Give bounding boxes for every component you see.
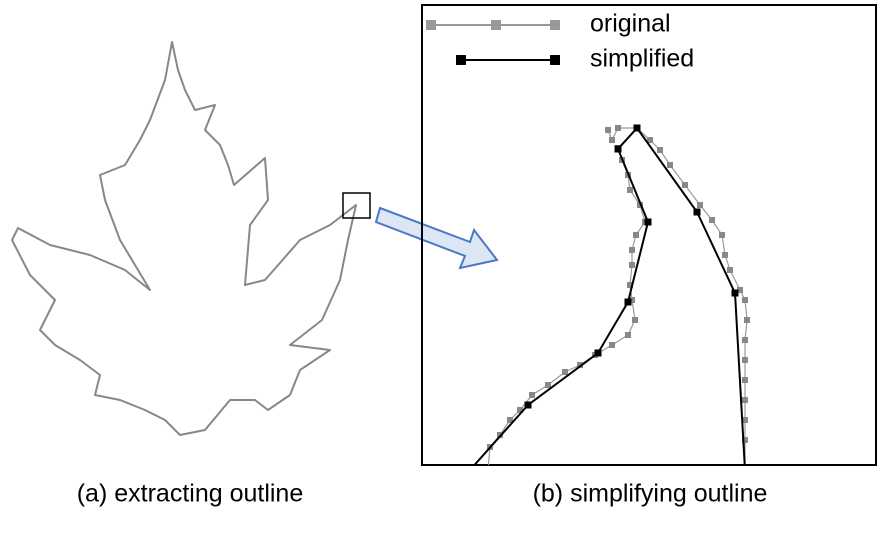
original-points	[485, 125, 750, 473]
zoomed-outline	[467, 125, 751, 474]
vertex	[742, 467, 749, 474]
legend-label: simplified	[590, 45, 694, 73]
original-line	[637, 128, 747, 470]
panel-frame	[422, 5, 876, 465]
vertex	[667, 162, 673, 168]
vertex	[615, 146, 622, 153]
vertex	[657, 147, 663, 153]
vertex	[485, 467, 491, 473]
vertex	[645, 219, 652, 226]
vertex	[697, 202, 703, 208]
vertex	[719, 232, 725, 238]
vertex	[629, 262, 635, 268]
legend-marker	[491, 20, 501, 30]
vertex	[529, 392, 535, 398]
vertex	[742, 377, 748, 383]
arrow	[376, 208, 497, 268]
legend-marker	[550, 20, 560, 30]
vertex	[609, 137, 615, 143]
vertex	[625, 299, 632, 306]
vertex	[722, 252, 728, 258]
vertex	[633, 232, 639, 238]
vertex	[694, 209, 701, 216]
vertex	[709, 217, 715, 223]
vertex	[727, 267, 733, 273]
vertex	[605, 127, 611, 133]
vertex	[595, 350, 602, 357]
vertex	[634, 125, 641, 132]
caption: (b) simplifying outline	[533, 480, 768, 508]
vertex	[629, 247, 635, 253]
caption: (a) extracting outline	[77, 480, 304, 508]
vertex	[732, 290, 739, 297]
vertex	[467, 467, 474, 474]
vertex	[545, 382, 551, 388]
vertex	[632, 317, 638, 323]
vertex	[742, 467, 748, 473]
vertex	[742, 297, 748, 303]
figure: original simplified (a) extracting outli…	[0, 0, 877, 533]
legend-label: original	[590, 10, 671, 38]
vertex	[742, 397, 748, 403]
vertex	[742, 357, 748, 363]
vertex	[744, 317, 750, 323]
vertex	[562, 369, 568, 375]
vertex	[609, 342, 615, 348]
vertex	[627, 187, 633, 193]
legend-marker	[550, 55, 560, 65]
vertex	[625, 332, 631, 338]
vertex	[742, 337, 748, 343]
vertex	[525, 402, 532, 409]
vertex	[615, 125, 621, 131]
legend-marker	[456, 55, 466, 65]
vertex	[682, 182, 688, 188]
leaf-outline	[12, 42, 356, 435]
legend-marker	[426, 20, 436, 30]
